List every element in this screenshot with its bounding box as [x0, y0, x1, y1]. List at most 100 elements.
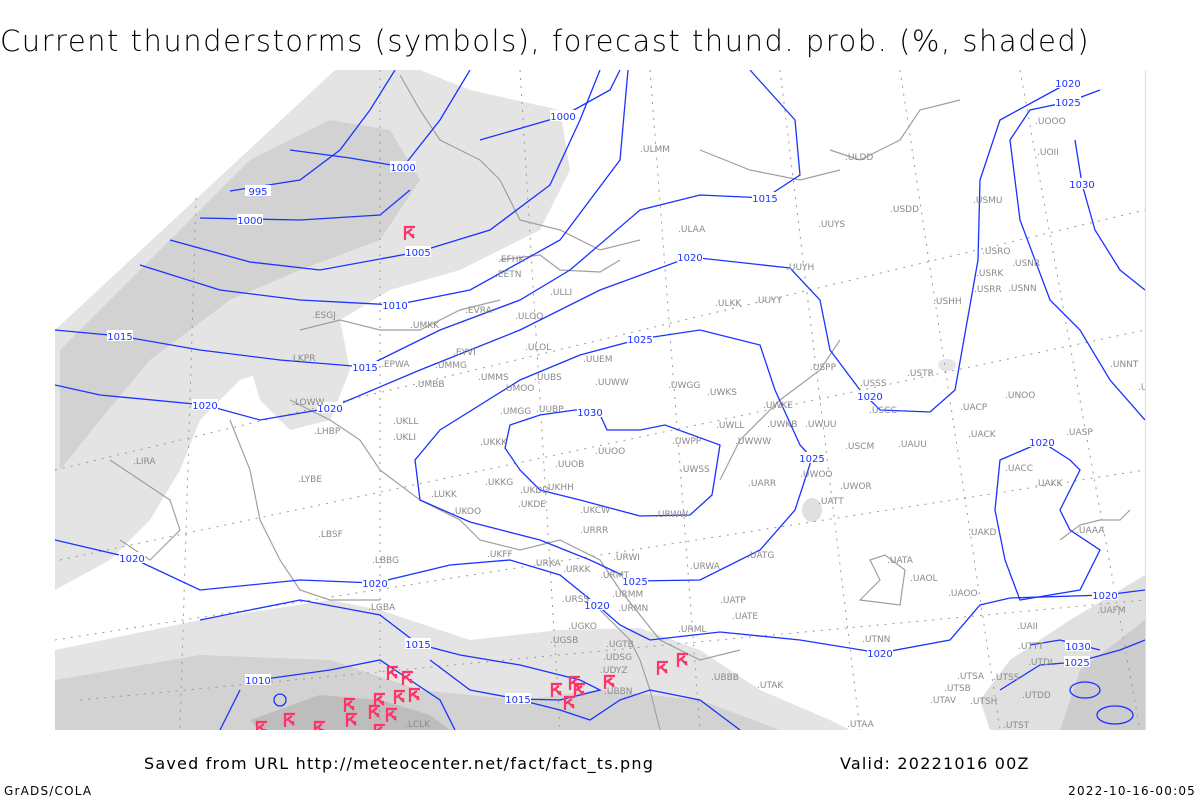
isobar-label: 1005 [405, 248, 430, 259]
isobar-label: 1025 [1064, 658, 1089, 669]
isobar-label-bg [245, 185, 271, 196]
isobar-label-bg [1092, 589, 1118, 600]
isobar-label: 1020 [1029, 438, 1054, 449]
station-label: .USCC [869, 406, 897, 416]
station-label: .LHBP [314, 427, 341, 437]
isobar-label-bg [382, 299, 408, 310]
station-label: .UKLL [393, 417, 418, 427]
isobar-label: 1030 [577, 408, 602, 419]
isobar-label-bg [677, 251, 703, 262]
isobar-closed-small [1069, 681, 1101, 699]
station-label: .EPWA [381, 360, 410, 370]
isobar-label-bg [362, 577, 388, 588]
isobar-label-bg [584, 599, 610, 610]
station-label: .UUOO [595, 447, 625, 457]
station-label: .ULMM [640, 145, 670, 155]
station-label: .UAAA [1076, 526, 1105, 536]
isobar-1015 [519, 689, 741, 730]
thunderstorm-icon [568, 675, 580, 690]
latitude-line [299, 70, 1145, 71]
station-label: .UGTB [606, 640, 634, 650]
isobar-label: 1020 [362, 579, 387, 590]
station-label: .EVRA [465, 306, 493, 316]
station-label: .UNBB [1138, 383, 1167, 393]
isobar-label: 1025 [622, 577, 647, 588]
station-label: .UTAK [757, 681, 784, 691]
isobar-label: 1015 [752, 194, 777, 205]
station-label: .UGSB [550, 636, 578, 646]
isobar-1020 [55, 82, 1069, 421]
station-label: .UWPP [672, 437, 702, 447]
thunderstorm-icon [345, 712, 357, 727]
isobar-1025 [1009, 89, 1145, 421]
station-label: .USDD [890, 205, 919, 215]
station-label: .LYBE [298, 475, 322, 485]
isobar-closed-small [1096, 705, 1134, 725]
isobar-label: 1000 [550, 112, 575, 123]
thunderstorm-symbols [255, 225, 688, 730]
station-label: .URRR [580, 526, 608, 536]
isobar-label: 1020 [867, 649, 892, 660]
station-label: .UBBB [711, 673, 739, 683]
isobar-label-bg [405, 246, 431, 257]
isobar-label-bg [1065, 640, 1091, 651]
isobar-1030 [504, 409, 721, 517]
station-label: .UUBP [536, 405, 564, 415]
station-label: .USSS [860, 379, 887, 389]
isobar-label: 1015 [505, 695, 530, 706]
isobar-1010 [219, 689, 241, 730]
station-label: .LBSF [318, 530, 343, 540]
isobar-closed-small [273, 693, 287, 707]
isobar-label-bg [352, 361, 378, 372]
station-label: .LGBA [368, 603, 396, 613]
thunderstorm-icon [408, 687, 420, 702]
station-label: .UASP [1066, 428, 1093, 438]
thunderstorm-icon [403, 225, 415, 240]
shade-region-south-dark [250, 695, 450, 730]
station-label: .UKDE [518, 500, 546, 510]
longitude-line [779, 70, 861, 730]
thunderstorm-icon [393, 689, 405, 704]
isobar-label-bg [1029, 436, 1055, 447]
isobar-label: 995 [248, 187, 267, 198]
map-title: Current thunderstorms (symbols), forecas… [0, 24, 1091, 58]
station-label: .ULDD [845, 153, 873, 163]
isobar-label-bg [317, 402, 343, 413]
isobar-label-bg [1064, 656, 1090, 667]
station-label: .UTSS [993, 673, 1020, 683]
isobar-label: 1025 [627, 335, 652, 346]
station-label: .USNR [1012, 259, 1040, 269]
station-label: .URML [678, 625, 706, 635]
isobar-label: 1030 [1069, 180, 1094, 191]
station-label: .UWOO [800, 470, 833, 480]
isobar-label-bg [577, 406, 603, 417]
station-label: .UWSS [680, 465, 710, 475]
station-label: .UAUU [898, 440, 927, 450]
isobar-label: 1010 [382, 301, 407, 312]
station-label: .UDSG [603, 653, 632, 663]
station-label: .UNOO [1005, 391, 1035, 401]
isobar-label: 1020 [677, 253, 702, 264]
isobar-label: 1020 [119, 554, 144, 565]
station-label: .UUYH [786, 263, 814, 273]
station-label: .URMN [618, 604, 648, 614]
station-label: .LIRA [133, 457, 156, 467]
thunderstorm-icon [255, 720, 267, 730]
station-label: .EFHK [498, 255, 525, 265]
station-label: .UWWW [735, 437, 771, 447]
station-label: .UWGG [668, 381, 700, 391]
isobar-label: 1020 [317, 404, 342, 415]
station-label: .UWKE [763, 401, 793, 411]
isobar-label: 1000 [390, 163, 415, 174]
station-label: .UACC [1005, 464, 1033, 474]
isobar-995 [229, 70, 396, 192]
station-label: .UATP [720, 596, 746, 606]
station-label: .UAKD [968, 528, 997, 538]
generated-timestamp: 2022-10-16-00:05 [1068, 784, 1196, 798]
station-label: .ULLI [550, 288, 572, 298]
isobar-label: 1020 [192, 401, 217, 412]
station-label: .UWLL [716, 421, 744, 431]
station-label: .UUBS [534, 373, 562, 383]
station-label: .UUOB [555, 460, 584, 470]
isobar-label-bg [245, 674, 271, 685]
